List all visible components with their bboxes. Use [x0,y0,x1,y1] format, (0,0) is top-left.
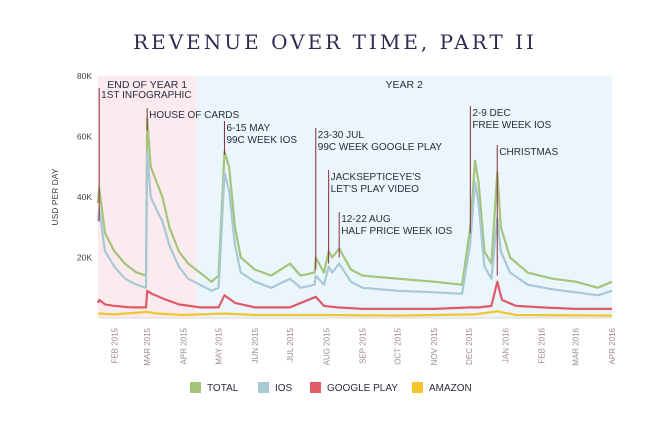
legend-swatch-1 [258,382,269,393]
x-tick-label-14: APR 2016 [608,327,617,364]
annotation-text-3-1: 99C WEEK GOOGLE PLAY [318,142,443,153]
series-line-amazon [97,310,613,317]
y-tick-label-1: 40K [77,192,92,202]
annotation-text-6-0: 2-9 DEC [472,108,510,119]
x-tick-label-1: MAR 2015 [143,327,152,365]
annotation-text-0-0: 1ST INFOGRAPHIC [101,90,191,101]
annotation-text-5-0: 12-22 AUG [341,214,391,225]
x-tick-label-3: MAY 2015 [215,327,224,364]
region-label-0: END OF YEAR 1 [107,79,187,91]
y-tick-label-3: 80K [77,71,92,81]
x-tick-label-7: SEP 2015 [359,327,368,363]
x-tick-label-9: NOV 2015 [430,327,439,365]
region-band-1 [196,76,612,318]
legend-swatch-0 [190,382,201,393]
y-tick-label-2: 60K [77,132,92,142]
legend-swatch-3 [412,382,423,393]
legend-label-2: GOOGLE PLAY [327,383,398,394]
legend-label-3: AMAZON [429,383,472,394]
legend-swatch-2 [310,382,321,393]
x-tick-label-2: APR 2015 [179,327,188,364]
legend-label-0: TOTAL [207,383,239,394]
y-axis-label: USD PER DAY [50,168,60,225]
x-tick-label-11: JAN 2016 [501,327,510,363]
x-tick-label-6: AUG 2015 [322,327,331,365]
series-line-total [96,117,613,289]
x-tick-label-4: JUN 2015 [251,327,260,363]
annotation-text-7-0: CHRISTMAS [499,147,558,158]
x-tick-label-5: JUL 2015 [286,327,295,362]
annotation-text-1-0: HOUSE OF CARDS [149,110,239,121]
y-tick-label-0: 20K [77,253,92,263]
chart-title: REVENUE OVER TIME, PART II [133,30,537,54]
annotation-text-3-0: 23-30 JUL [318,130,365,141]
x-tick-label-0: FEB 2015 [110,327,119,363]
legend-label-1: IOS [275,383,293,394]
annotation-text-6-1: FREE WEEK IOS [472,120,551,131]
series-line-ios [96,150,613,297]
annotation-text-4-1: LET'S PLAY VIDEO [331,184,419,195]
x-tick-label-10: DEC 2015 [465,327,474,364]
annotation-text-4-0: JACKSEPTICEYE'S [331,172,422,183]
annotation-text-2-1: 99C WEEK IOS [226,135,297,146]
x-tick-label-8: OCT 2015 [394,327,403,364]
x-tick-label-12: FEB 2016 [538,327,547,363]
series-line-google-play [96,280,612,310]
region-label-1: YEAR 2 [385,79,423,91]
annotation-text-5-1: HALF PRICE WEEK IOS [341,226,452,237]
x-tick-label-13: MAR 2016 [572,327,581,365]
annotation-text-2-0: 6-15 MAY [226,123,270,134]
